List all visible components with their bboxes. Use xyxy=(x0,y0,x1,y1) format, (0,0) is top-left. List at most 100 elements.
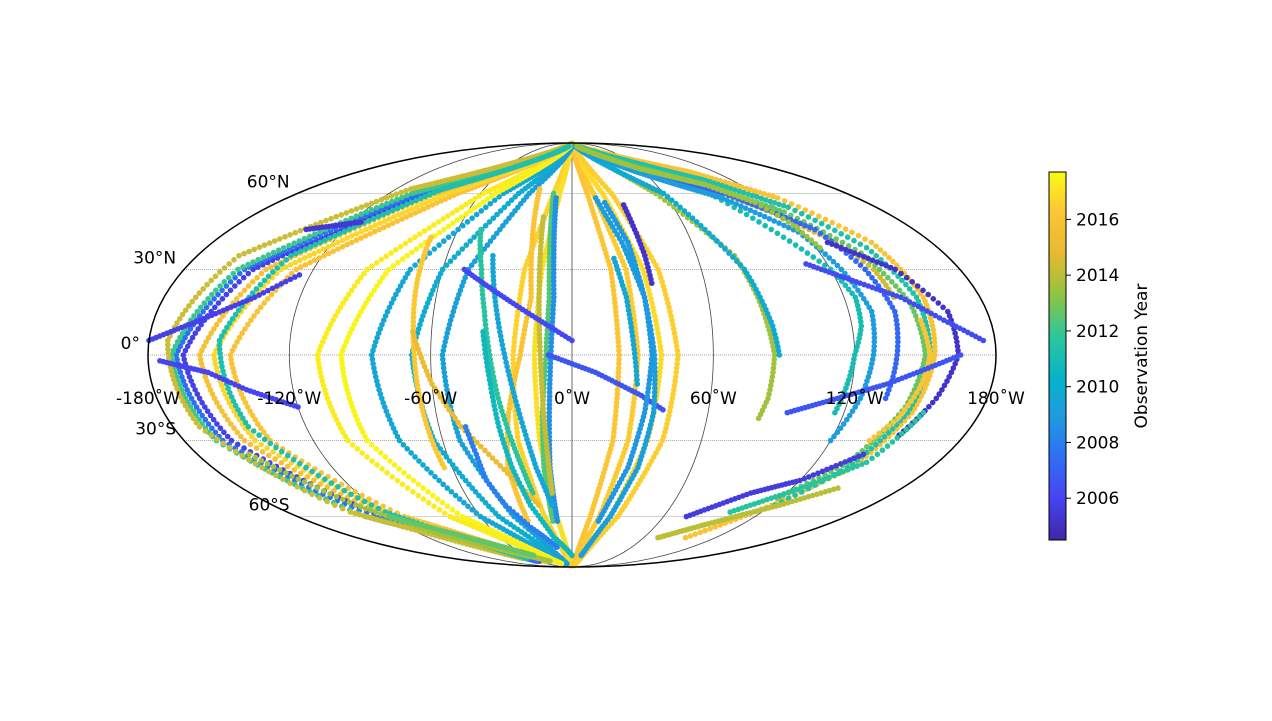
track-point xyxy=(232,283,238,289)
track-point xyxy=(333,416,340,423)
track-point xyxy=(428,470,434,476)
track-point xyxy=(514,429,520,436)
track-point xyxy=(833,236,839,242)
track-point xyxy=(463,211,470,217)
track-point xyxy=(881,433,888,440)
track-point xyxy=(842,226,849,232)
track-point xyxy=(405,270,411,277)
track-point xyxy=(403,187,409,194)
track-point xyxy=(494,211,500,218)
track-point xyxy=(306,252,313,259)
track-point xyxy=(877,247,884,253)
track-point xyxy=(786,238,793,244)
track-point xyxy=(363,209,370,215)
track-point xyxy=(616,347,622,354)
track-point xyxy=(722,246,728,252)
track-point xyxy=(254,308,261,315)
track-point xyxy=(673,343,680,350)
track-point xyxy=(388,300,395,306)
track-point xyxy=(648,254,654,260)
track-point xyxy=(515,190,522,197)
track-point xyxy=(460,222,466,229)
track-point xyxy=(353,213,360,219)
track-point xyxy=(301,235,308,242)
track-point xyxy=(476,492,482,499)
track-point xyxy=(363,202,370,208)
track-point xyxy=(211,395,218,402)
track-point xyxy=(341,343,348,350)
track-point xyxy=(445,213,451,219)
track-point xyxy=(785,204,791,211)
track-point xyxy=(217,283,223,289)
track-point xyxy=(425,499,432,506)
track-point xyxy=(431,222,437,228)
track-point xyxy=(275,247,282,253)
track-point xyxy=(390,220,396,226)
track-point xyxy=(443,262,450,269)
track-point xyxy=(338,212,345,218)
track-point xyxy=(323,330,330,337)
track-point xyxy=(718,242,724,248)
track-point xyxy=(673,365,680,371)
track-point xyxy=(185,369,191,376)
track-point xyxy=(297,248,304,254)
track-point xyxy=(903,281,909,288)
track-point xyxy=(272,456,278,462)
track-point xyxy=(266,452,272,459)
track-point xyxy=(416,458,422,464)
track-point xyxy=(309,491,315,498)
track-point xyxy=(426,225,432,231)
track-point xyxy=(205,334,212,341)
track-point xyxy=(311,250,317,257)
track-point xyxy=(341,374,347,380)
track-point xyxy=(429,202,436,208)
track-point xyxy=(399,216,405,222)
track-point xyxy=(224,395,231,402)
track-point xyxy=(697,529,703,536)
track-point xyxy=(628,416,635,423)
track-point xyxy=(245,429,252,436)
track-point xyxy=(261,277,268,284)
track-point xyxy=(497,208,504,214)
track-point xyxy=(314,352,321,358)
track-point xyxy=(490,234,497,240)
track-point xyxy=(431,503,437,510)
track-point xyxy=(648,296,654,302)
track-point xyxy=(294,484,301,490)
track-point xyxy=(873,243,879,249)
track-point xyxy=(208,330,214,337)
track-point xyxy=(481,246,488,252)
track-point xyxy=(615,339,622,345)
track-point xyxy=(662,429,668,436)
track-point xyxy=(221,429,227,436)
track-point xyxy=(613,317,620,324)
track-point xyxy=(352,412,359,419)
track-point xyxy=(385,412,391,419)
track-point xyxy=(518,283,525,289)
track-point xyxy=(259,449,266,455)
track-point xyxy=(198,304,204,311)
track-point xyxy=(657,343,664,350)
track-point xyxy=(322,476,328,483)
track-point xyxy=(832,227,838,234)
track-point xyxy=(373,499,379,506)
track-point xyxy=(459,214,465,220)
track-point xyxy=(214,436,220,443)
track-point xyxy=(532,339,538,345)
track-point xyxy=(379,466,385,472)
track-point xyxy=(714,238,720,244)
track-point xyxy=(513,317,520,324)
track-point xyxy=(413,246,420,252)
track-point xyxy=(857,241,864,247)
track-point xyxy=(256,244,263,250)
track-point xyxy=(613,408,619,415)
track-point xyxy=(369,458,375,464)
track-point xyxy=(355,495,361,501)
track-point xyxy=(892,283,899,289)
track-point xyxy=(698,222,704,229)
track-point xyxy=(371,343,378,350)
track-point xyxy=(239,452,245,459)
track-point xyxy=(209,391,216,397)
track-point xyxy=(472,489,479,495)
track-point xyxy=(377,326,384,332)
